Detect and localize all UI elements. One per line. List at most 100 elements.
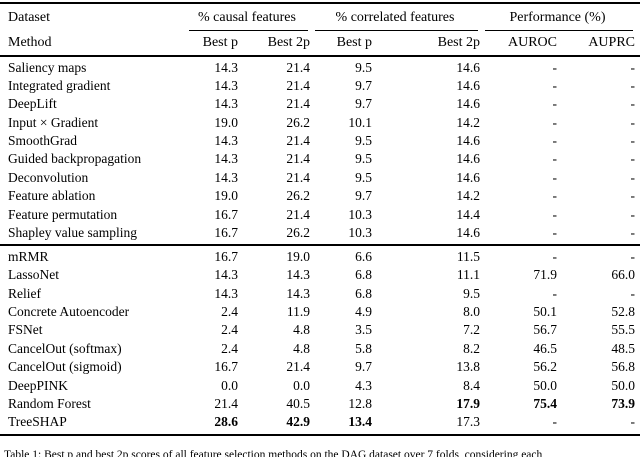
method-name: CancelOut (sigmoid) xyxy=(8,359,122,375)
value-cell: 16.7 xyxy=(214,225,238,241)
value-cell: - xyxy=(630,169,636,185)
subcol-header-causal-best-2p: Best 2p xyxy=(267,35,310,50)
value-cell: - xyxy=(552,206,558,222)
table-row: Concrete Autoencoder 2.4 11.9 4.9 8.0 50.1 52.… xyxy=(0,303,640,321)
value-cell: 6.8 xyxy=(355,285,372,301)
value-cell: 2.4 xyxy=(221,304,238,320)
value-cell: 11.5 xyxy=(456,248,480,264)
value-cell: 4.9 xyxy=(355,304,372,320)
value-cell: 56.2 xyxy=(533,359,557,375)
method-name: mRMR xyxy=(8,248,49,264)
section-feature-selection-methods: mRMR 16.7 19.0 6.6 11.5 - - LassoNet 14.3 14.3 6.8… xyxy=(0,246,640,434)
value-cell: 5.8 xyxy=(355,340,372,356)
value-cell: 14.3 xyxy=(214,169,238,185)
value-cell: 14.3 xyxy=(214,267,238,283)
value-cell: 48.5 xyxy=(611,340,635,356)
value-cell: 16.7 xyxy=(214,206,238,222)
header-dataset: Dataset xyxy=(8,9,50,25)
value-cell: - xyxy=(552,285,558,301)
value-cell: 8.0 xyxy=(463,304,480,320)
method-name: Guided backpropagation xyxy=(8,151,142,167)
table-row: TreeSHAP 28.6 42.9 13.4 17.3 - - xyxy=(0,413,640,431)
value-cell: 2.4 xyxy=(221,340,238,356)
value-cell: 11.1 xyxy=(456,267,480,283)
method-name: CancelOut (softmax) xyxy=(8,340,122,356)
value-cell: - xyxy=(552,96,558,112)
value-cell: 14.3 xyxy=(214,77,238,93)
method-name: Relief xyxy=(8,285,41,301)
value-cell: - xyxy=(552,114,558,130)
subcol-header-auroc: AUROC xyxy=(507,35,557,50)
value-cell: 19.0 xyxy=(214,114,238,130)
value-cell: 9.7 xyxy=(355,77,372,93)
value-cell: - xyxy=(552,151,558,167)
header-method: Method xyxy=(8,35,52,50)
method-name: Random Forest xyxy=(8,396,91,412)
subcol-header-correlated-best-2p: Best 2p xyxy=(437,35,480,50)
value-cell: - xyxy=(552,77,558,93)
value-cell: - xyxy=(552,133,558,149)
value-cell: 9.5 xyxy=(355,59,372,75)
value-cell: 19.0 xyxy=(214,188,238,204)
value-cell: 14.6 xyxy=(456,225,480,241)
value-cell: - xyxy=(552,169,558,185)
value-cell: - xyxy=(630,114,636,130)
section-attribution-methods: Saliency maps 14.3 21.4 9.5 14.6- - Integrated… xyxy=(0,57,640,245)
value-cell: 21.4 xyxy=(286,59,310,75)
value-cell: - xyxy=(630,285,636,301)
value-cell: 50.0 xyxy=(533,377,557,393)
value-cell: 40.5 xyxy=(286,396,310,412)
method-name: DeepPINK xyxy=(8,377,68,393)
value-cell: 6.8 xyxy=(355,267,372,283)
table-row: Feature ablation 19.0 26.2 9.7 14.2 - - xyxy=(0,187,640,205)
value-cell: 3.5 xyxy=(355,322,372,338)
method-name: Saliency maps xyxy=(8,59,87,75)
value-cell: - xyxy=(630,206,636,222)
value-cell: 2.4 xyxy=(221,322,238,338)
value-cell: 9.7 xyxy=(355,96,372,112)
value-cell: 21.4 xyxy=(214,396,238,412)
value-cell: - xyxy=(552,225,558,241)
value-cell: 46.5 xyxy=(533,340,557,356)
value-cell: 0.0 xyxy=(293,377,310,393)
value-cell: 9.7 xyxy=(355,188,372,204)
value-cell: 50.0 xyxy=(611,377,635,393)
method-name: LassoNet xyxy=(8,267,59,283)
table-row: Shapley value sampling 16.7 26.2 10.3 14.6 - - xyxy=(0,224,640,242)
value-cell: 42.9 xyxy=(286,414,310,430)
value-cell: 50.1 xyxy=(533,304,557,320)
value-cell: 14.3 xyxy=(286,285,310,301)
value-cell: 14.6 xyxy=(456,96,480,112)
value-cell: 4.8 xyxy=(293,340,310,356)
value-cell: 66.0 xyxy=(611,267,635,283)
value-cell: - xyxy=(630,225,636,241)
table-row: Feature permutation 16.7 21.4 10.3 14.4 - - xyxy=(0,206,640,224)
value-cell: 14.6 xyxy=(456,77,480,93)
table-header-subcol-row: Method Best p Best 2p Best p Best 2p AUR… xyxy=(0,31,640,55)
value-cell: 0.0 xyxy=(221,377,238,393)
value-cell: - xyxy=(552,188,558,204)
value-cell: - xyxy=(630,248,636,264)
value-cell: - xyxy=(630,59,636,75)
value-cell: 28.6 xyxy=(214,414,238,430)
value-cell: 71.9 xyxy=(533,267,557,283)
value-cell: 7.2 xyxy=(463,322,480,338)
value-cell: 14.3 xyxy=(214,59,238,75)
value-cell: 21.4 xyxy=(286,133,310,149)
subcol-header-causal-best-p: Best p xyxy=(202,35,238,50)
table-row: Input × Gradient 19.0 26.2 10.1 14.2 - - xyxy=(0,114,640,132)
table-header-group-row: Dataset % causal features % correlated f… xyxy=(0,4,640,31)
value-cell: 6.6 xyxy=(355,248,372,264)
value-cell: 52.8 xyxy=(611,304,635,320)
value-cell: - xyxy=(630,414,636,430)
value-cell: - xyxy=(630,133,636,149)
value-cell: 14.6 xyxy=(456,169,480,185)
value-cell: 14.2 xyxy=(456,114,480,130)
method-name: Shapley value sampling xyxy=(8,225,137,241)
value-cell: 14.4 xyxy=(456,206,480,222)
subcol-header-correlated-best-p: Best p xyxy=(336,35,372,50)
group-header-performance: Performance (%) xyxy=(480,4,635,31)
value-cell: 14.6 xyxy=(456,133,480,149)
value-cell: 9.5 xyxy=(463,285,480,301)
